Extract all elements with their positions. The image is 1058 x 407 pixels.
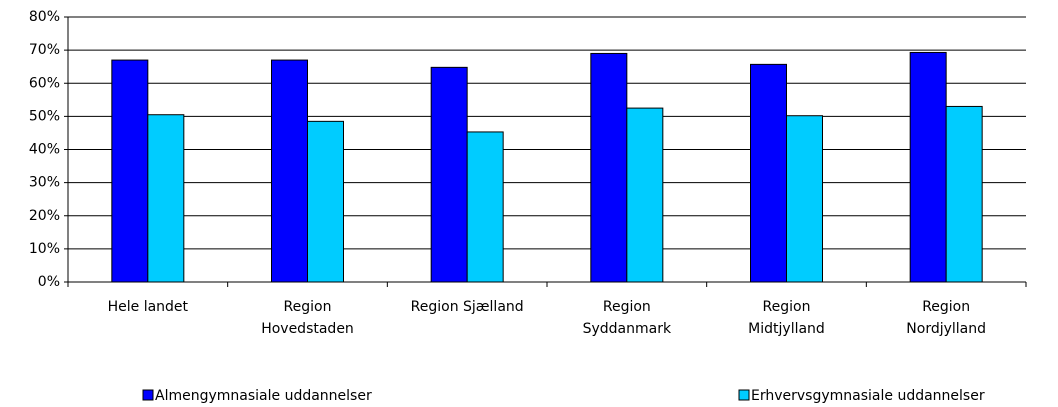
y-tick-label: 40% bbox=[29, 142, 60, 158]
y-tick-label: 0% bbox=[38, 274, 60, 290]
y-tick-label: 30% bbox=[29, 175, 60, 191]
y-tick-label: 20% bbox=[29, 208, 60, 224]
bar bbox=[909, 51, 947, 283]
bar bbox=[786, 115, 823, 283]
bar bbox=[271, 59, 308, 283]
bar bbox=[307, 120, 344, 283]
x-tick-label: Region Nordjylland bbox=[906, 299, 987, 337]
bar bbox=[111, 59, 149, 283]
legend-label: Almengymnasiale uddannelser bbox=[155, 388, 372, 404]
bar bbox=[945, 105, 983, 283]
y-tick-label: 50% bbox=[29, 108, 60, 124]
x-tick-label: Region Sjælland bbox=[410, 299, 524, 315]
x-tick-label: Region Syddanmark bbox=[582, 299, 672, 337]
bar bbox=[626, 107, 664, 283]
legend-label: Erhvervsgymnasiale uddannelser bbox=[751, 388, 985, 404]
bar bbox=[590, 52, 628, 283]
legend-swatch bbox=[142, 389, 154, 401]
x-tick-label: Hele landet bbox=[107, 299, 189, 315]
bar bbox=[430, 66, 468, 283]
legend-swatch bbox=[738, 389, 750, 401]
y-tick-label: 60% bbox=[29, 75, 60, 91]
x-tick-label: Region Midtjylland bbox=[748, 299, 825, 337]
y-tick-label: 10% bbox=[29, 241, 60, 257]
y-tick-label: 80% bbox=[29, 9, 60, 25]
bar bbox=[466, 131, 504, 283]
x-tick-label: Region Hovedstaden bbox=[261, 299, 354, 337]
bar bbox=[147, 114, 185, 283]
bar bbox=[750, 63, 787, 283]
y-tick-label: 70% bbox=[29, 42, 60, 58]
